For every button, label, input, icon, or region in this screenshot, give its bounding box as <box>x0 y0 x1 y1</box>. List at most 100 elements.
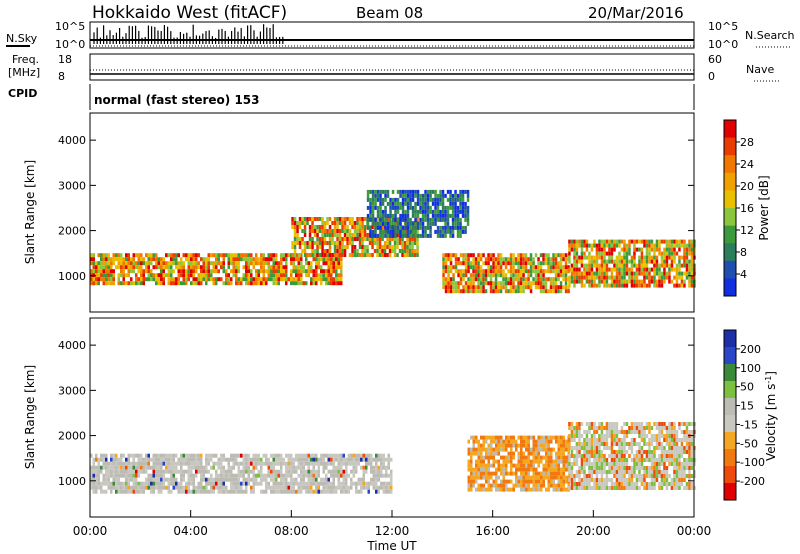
echo-cell <box>260 461 263 466</box>
echo-cell <box>429 221 432 226</box>
echo-cell <box>610 243 614 248</box>
echo-cell <box>436 229 440 234</box>
echo-cell <box>320 481 323 486</box>
echo-cell <box>590 438 594 442</box>
echo-cell <box>391 249 394 253</box>
echo-cell <box>135 273 138 278</box>
echo-cell <box>235 261 238 266</box>
echo-cell <box>311 237 314 241</box>
echo-cell <box>232 261 235 266</box>
echo-cell <box>167 273 170 278</box>
echo-cell <box>477 467 480 472</box>
echo-cell <box>232 489 235 494</box>
echo-cell <box>260 473 263 478</box>
echo-cell <box>227 461 230 466</box>
echo-cell <box>372 457 375 462</box>
echo-cell <box>355 457 358 462</box>
echo-cell <box>295 481 298 486</box>
echo-cell <box>122 469 125 474</box>
echo-cell <box>327 261 330 266</box>
echo-cell <box>431 221 435 226</box>
echo-cell <box>570 275 574 280</box>
echo-cell <box>487 261 490 266</box>
echo-cell <box>330 461 333 466</box>
echo-cell <box>117 489 120 494</box>
echo-cell <box>605 271 609 276</box>
echo-cell <box>605 267 609 272</box>
echo-cell <box>527 451 530 456</box>
echo-cell <box>112 281 115 286</box>
echo-cell <box>628 486 631 490</box>
echo-cell <box>386 237 389 241</box>
echo-cell <box>635 426 639 430</box>
echo-cell <box>147 465 150 470</box>
echo-cell <box>92 281 95 286</box>
echo-cell <box>603 486 606 490</box>
echo-cell <box>514 261 518 266</box>
echo-cell <box>648 259 651 264</box>
echo-cell <box>122 281 125 286</box>
echo-cell <box>444 205 447 210</box>
echo-cell <box>512 265 515 270</box>
echo-cell <box>519 265 523 270</box>
echo-cell <box>555 459 558 464</box>
echo-cell <box>190 457 193 462</box>
echo-cell <box>125 485 128 490</box>
echo-cell <box>250 485 253 490</box>
echo-cell <box>557 285 560 290</box>
echo-cell <box>620 255 624 260</box>
echo-cell <box>618 251 621 256</box>
echo-cell <box>357 457 360 462</box>
colorbar-swatch <box>724 432 736 450</box>
echo-cell <box>532 257 535 262</box>
echo-cell <box>537 443 540 448</box>
echo-cell <box>142 461 145 466</box>
echo-cell <box>643 458 646 462</box>
echo-cell <box>257 461 260 466</box>
echo-cell <box>362 469 365 474</box>
echo-cell <box>663 446 666 450</box>
echo-cell <box>390 489 393 494</box>
echo-cell <box>237 485 240 490</box>
echo-cell <box>685 450 689 454</box>
echo-cell <box>310 457 313 462</box>
echo-cell <box>467 483 470 488</box>
echo-cell <box>658 279 661 284</box>
power-cells <box>90 189 696 294</box>
echo-cell <box>112 257 115 262</box>
echo-cell <box>600 434 604 438</box>
echo-cell <box>573 474 576 478</box>
echo-cell <box>510 435 513 440</box>
echo-cell <box>618 279 621 284</box>
echo-cell <box>527 487 530 492</box>
echo-cell <box>485 463 488 468</box>
echo-cell <box>416 237 419 241</box>
echo-cell <box>638 442 641 446</box>
echo-cell <box>157 453 160 458</box>
echo-cell <box>260 489 263 494</box>
echo-cell <box>282 489 285 494</box>
echo-cell <box>406 201 410 206</box>
echo-cell <box>296 237 299 241</box>
echo-cell <box>192 461 195 466</box>
echo-cell <box>323 241 327 245</box>
echo-cell <box>444 213 447 218</box>
echo-cell <box>290 485 293 490</box>
ytick-label: 1000 <box>58 270 86 283</box>
echo-cell <box>282 273 285 278</box>
echo-cell <box>514 257 518 262</box>
echo-cell <box>620 275 624 280</box>
echo-cell <box>535 455 538 460</box>
echo-cell <box>285 473 288 478</box>
echo-cell <box>365 485 368 490</box>
echo-cell <box>623 434 626 438</box>
echo-cell <box>97 273 100 278</box>
echo-cell <box>411 189 415 194</box>
echo-cell <box>633 279 636 284</box>
echo-cell <box>658 251 661 256</box>
echo-cell <box>320 269 323 274</box>
echo-cell <box>544 261 548 266</box>
echo-cell <box>580 478 584 482</box>
echo-cell <box>429 217 432 222</box>
echo-cell <box>505 447 508 452</box>
